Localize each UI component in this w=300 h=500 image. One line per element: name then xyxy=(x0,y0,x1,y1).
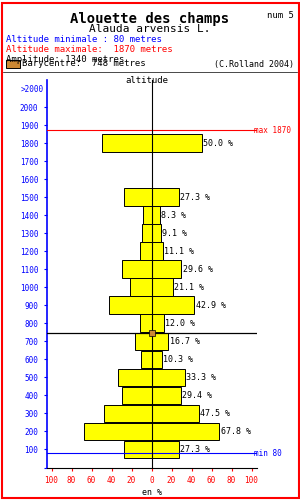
Text: 33.3 %: 33.3 % xyxy=(186,373,216,382)
Bar xyxy=(130,278,172,296)
Bar xyxy=(104,404,199,422)
Text: Barycentre:  748 metres: Barycentre: 748 metres xyxy=(22,60,146,68)
Text: Altitude maximale:  1870 metres: Altitude maximale: 1870 metres xyxy=(6,45,172,54)
Text: 29.4 %: 29.4 % xyxy=(182,391,212,400)
Text: num 5: num 5 xyxy=(267,11,294,20)
Text: 8.3 %: 8.3 % xyxy=(161,210,186,220)
Bar xyxy=(142,224,160,242)
Text: altitude: altitude xyxy=(125,76,168,86)
Text: 9.1 %: 9.1 % xyxy=(162,228,187,237)
Bar xyxy=(135,332,168,350)
Text: 11.1 %: 11.1 % xyxy=(164,246,194,256)
Text: 50.0 %: 50.0 % xyxy=(203,138,233,147)
Text: Alouette des champs: Alouette des champs xyxy=(70,12,230,26)
Text: 47.5 %: 47.5 % xyxy=(200,409,230,418)
Text: 12.0 %: 12.0 % xyxy=(165,319,195,328)
Bar xyxy=(101,134,202,152)
Text: Altitude minimale : 80 metres: Altitude minimale : 80 metres xyxy=(6,36,162,44)
Text: 27.3 %: 27.3 % xyxy=(180,445,210,454)
Bar xyxy=(124,440,179,458)
Text: max 1870: max 1870 xyxy=(254,126,290,135)
Bar xyxy=(84,422,219,440)
Bar xyxy=(109,296,194,314)
Bar xyxy=(140,314,164,332)
Bar xyxy=(118,368,185,386)
Bar xyxy=(141,350,162,368)
Text: Alauda arvensis L.: Alauda arvensis L. xyxy=(89,24,211,34)
Bar xyxy=(143,206,160,224)
Text: 29.6 %: 29.6 % xyxy=(183,264,213,274)
Text: 42.9 %: 42.9 % xyxy=(196,301,226,310)
Text: min 80: min 80 xyxy=(254,448,281,458)
Text: 10.3 %: 10.3 % xyxy=(163,355,193,364)
Text: >2000: >2000 xyxy=(20,84,44,94)
Bar xyxy=(122,386,181,404)
Bar xyxy=(122,260,181,278)
Text: 21.1 %: 21.1 % xyxy=(174,283,204,292)
Text: 16.7 %: 16.7 % xyxy=(170,337,200,346)
Text: 27.3 %: 27.3 % xyxy=(180,192,210,202)
Text: Amplitude: 1340 metres: Amplitude: 1340 metres xyxy=(6,54,124,64)
Text: (C.Rolland 2004): (C.Rolland 2004) xyxy=(214,60,294,68)
X-axis label: en %: en % xyxy=(142,488,161,496)
Bar xyxy=(140,242,163,260)
Text: 67.8 %: 67.8 % xyxy=(221,427,251,436)
Bar xyxy=(124,188,179,206)
